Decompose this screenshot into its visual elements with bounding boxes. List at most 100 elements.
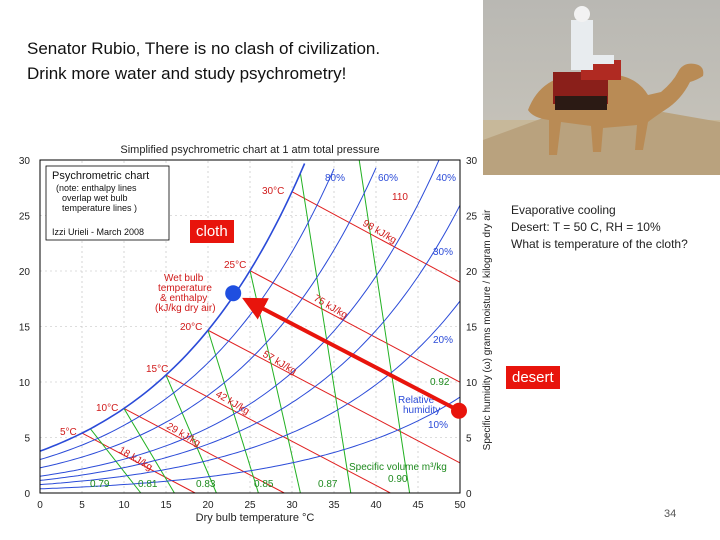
title-line-1: Senator Rubio, There is no clash of civi… — [27, 39, 381, 58]
rh-curve-40 — [39, 159, 440, 477]
wet-bulb-temp-label: 30°C — [262, 186, 284, 197]
y-tick-labels-right: 0 5 10 15 20 25 30 — [466, 156, 478, 500]
specific-volume-label: 0.83 — [196, 479, 216, 490]
wet-bulb-line — [207, 329, 461, 464]
specific-volume-label: 0.87 — [318, 479, 338, 490]
y-tick-label-right: 0 — [466, 489, 472, 500]
rh-label: 80% — [325, 173, 345, 184]
y-tick-labels-left: 0 5 10 15 20 25 30 — [19, 156, 31, 500]
specific-volume-label: Specific volume m³/kg — [349, 462, 447, 473]
cloth-point — [225, 285, 242, 302]
rh-curve-80 — [39, 168, 335, 460]
specific-volume-label: 0.90 — [388, 474, 408, 485]
wet-bulb-line — [123, 407, 285, 494]
relative-humidity-label: Relative humidity — [398, 395, 440, 416]
specific-volume-lines — [90, 159, 411, 494]
svg-text:(kJ/kg dry air): (kJ/kg dry air) — [155, 303, 216, 314]
wet-bulb-temp-label: 20°C — [180, 322, 202, 333]
plot-frame — [39, 159, 461, 494]
rh-label: 30% — [433, 247, 453, 258]
y-tick-label-right: 20 — [466, 267, 478, 278]
rh-curve-10 — [39, 396, 461, 490]
wet-bulb-temp-label: 15°C — [146, 364, 168, 375]
x-tick-label: 50 — [454, 500, 466, 511]
wet-bulb-label: Wet bulb temperature & enthalpy (kJ/kg d… — [155, 273, 216, 314]
x-tick-label: 15 — [160, 500, 172, 511]
title-line-2: Drink more water and study psychrometry! — [27, 64, 347, 83]
x-tick-label: 30 — [286, 500, 298, 511]
svg-text:temperature: temperature — [158, 283, 212, 294]
side-line-1: Desert: T = 50 C, RH = 10% — [511, 220, 661, 234]
volume-line — [299, 173, 352, 494]
x-tick-label: 25 — [244, 500, 256, 511]
rh-label: 10% — [428, 420, 448, 431]
specific-volume-label: 0.92 — [430, 377, 450, 388]
specific-volume-label: 0.85 — [254, 479, 274, 490]
volume-line — [90, 428, 142, 494]
volume-line — [165, 374, 217, 494]
rh-label: 20% — [433, 335, 453, 346]
volume-line — [358, 159, 411, 494]
y-tick-label-right: 5 — [466, 434, 472, 445]
y-tick-label-left: 20 — [19, 267, 31, 278]
enthalpy-label: 110 — [392, 192, 408, 203]
legend-line-2: (note: enthalpy lines — [56, 183, 137, 193]
chart-grid — [40, 160, 460, 493]
enthalpy-lines — [81, 191, 461, 494]
y-tick-label-left: 0 — [24, 489, 30, 500]
rh-curve-100 — [39, 163, 306, 452]
wet-bulb-line — [249, 270, 461, 383]
evaporative-cooling-text: Evaporative cooling Desert: T = 50 C, RH… — [511, 202, 688, 253]
y-tick-label-left: 5 — [24, 434, 30, 445]
specific-volume-label: 0.81 — [138, 479, 158, 490]
x-axis-label: Dry bulb temperature °C — [196, 512, 315, 524]
volume-line — [207, 330, 259, 494]
wet-bulb-line — [165, 374, 391, 494]
wet-bulb-temp-label: 5°C — [60, 427, 77, 438]
legend-line-1: Psychrometric chart — [52, 170, 149, 182]
y-tick-label-left: 30 — [19, 156, 31, 167]
svg-text:Wet bulb: Wet bulb — [164, 273, 204, 284]
legend-line-4: temperature lines ) — [62, 203, 137, 213]
specific-volume-label: 0.79 — [90, 479, 110, 490]
rh-label: 60% — [378, 173, 398, 184]
enthalpy-label: 75 kJ/kg — [312, 293, 350, 321]
wet-bulb-temp-label: 10°C — [96, 403, 118, 414]
chart-legend-box: Psychrometric chart (note: enthalpy line… — [45, 165, 170, 241]
rh-label: 40% — [436, 173, 456, 184]
desert-tag: desert — [506, 366, 560, 389]
desert-point — [451, 402, 467, 419]
legend-line-3: overlap wet bulb — [62, 193, 128, 203]
x-tick-labels: 0 5 10 15 20 25 30 35 40 45 50 — [37, 500, 466, 511]
side-line-2: What is temperature of the cloth? — [511, 237, 688, 251]
x-tick-label: 0 — [37, 500, 43, 511]
y-tick-label-left: 25 — [19, 212, 31, 223]
svg-text:Relative: Relative — [398, 395, 435, 406]
chart-title: Simplified psychrometric chart at 1 atm … — [120, 144, 379, 156]
camel-rider-photo — [483, 0, 720, 175]
y-tick-label-left: 10 — [19, 378, 31, 389]
y-tick-label-right: 10 — [466, 378, 478, 389]
volume-line — [123, 408, 175, 494]
x-tick-label: 10 — [118, 500, 130, 511]
enthalpy-label: 29 kJ/kg — [165, 421, 203, 449]
enthalpy-label: 57 kJ/kg — [261, 349, 299, 377]
wet-bulb-line — [291, 191, 461, 283]
x-tick-label: 20 — [202, 500, 214, 511]
cloth-tag: cloth — [190, 220, 234, 243]
rh-curve-60 — [39, 167, 377, 469]
y-tick-label-left: 15 — [19, 323, 31, 334]
slide-title: Senator Rubio, There is no clash of civi… — [27, 36, 477, 86]
x-tick-label: 5 — [79, 500, 85, 511]
y-axis-label: Specific humidity (ω) grams moisture / k… — [482, 209, 493, 450]
svg-text:& enthalpy: & enthalpy — [160, 293, 207, 304]
wet-bulb-temp-label: 25°C — [224, 260, 246, 271]
wet-bulb-line — [81, 432, 196, 494]
y-tick-label-right: 30 — [466, 156, 478, 167]
legend-line-5: Izzi Urieli - March 2008 — [52, 227, 144, 237]
y-tick-label-right: 15 — [466, 323, 478, 334]
rh-curve-30 — [39, 204, 461, 481]
x-tick-label: 40 — [370, 500, 382, 511]
cooling-arrow — [242, 297, 460, 413]
